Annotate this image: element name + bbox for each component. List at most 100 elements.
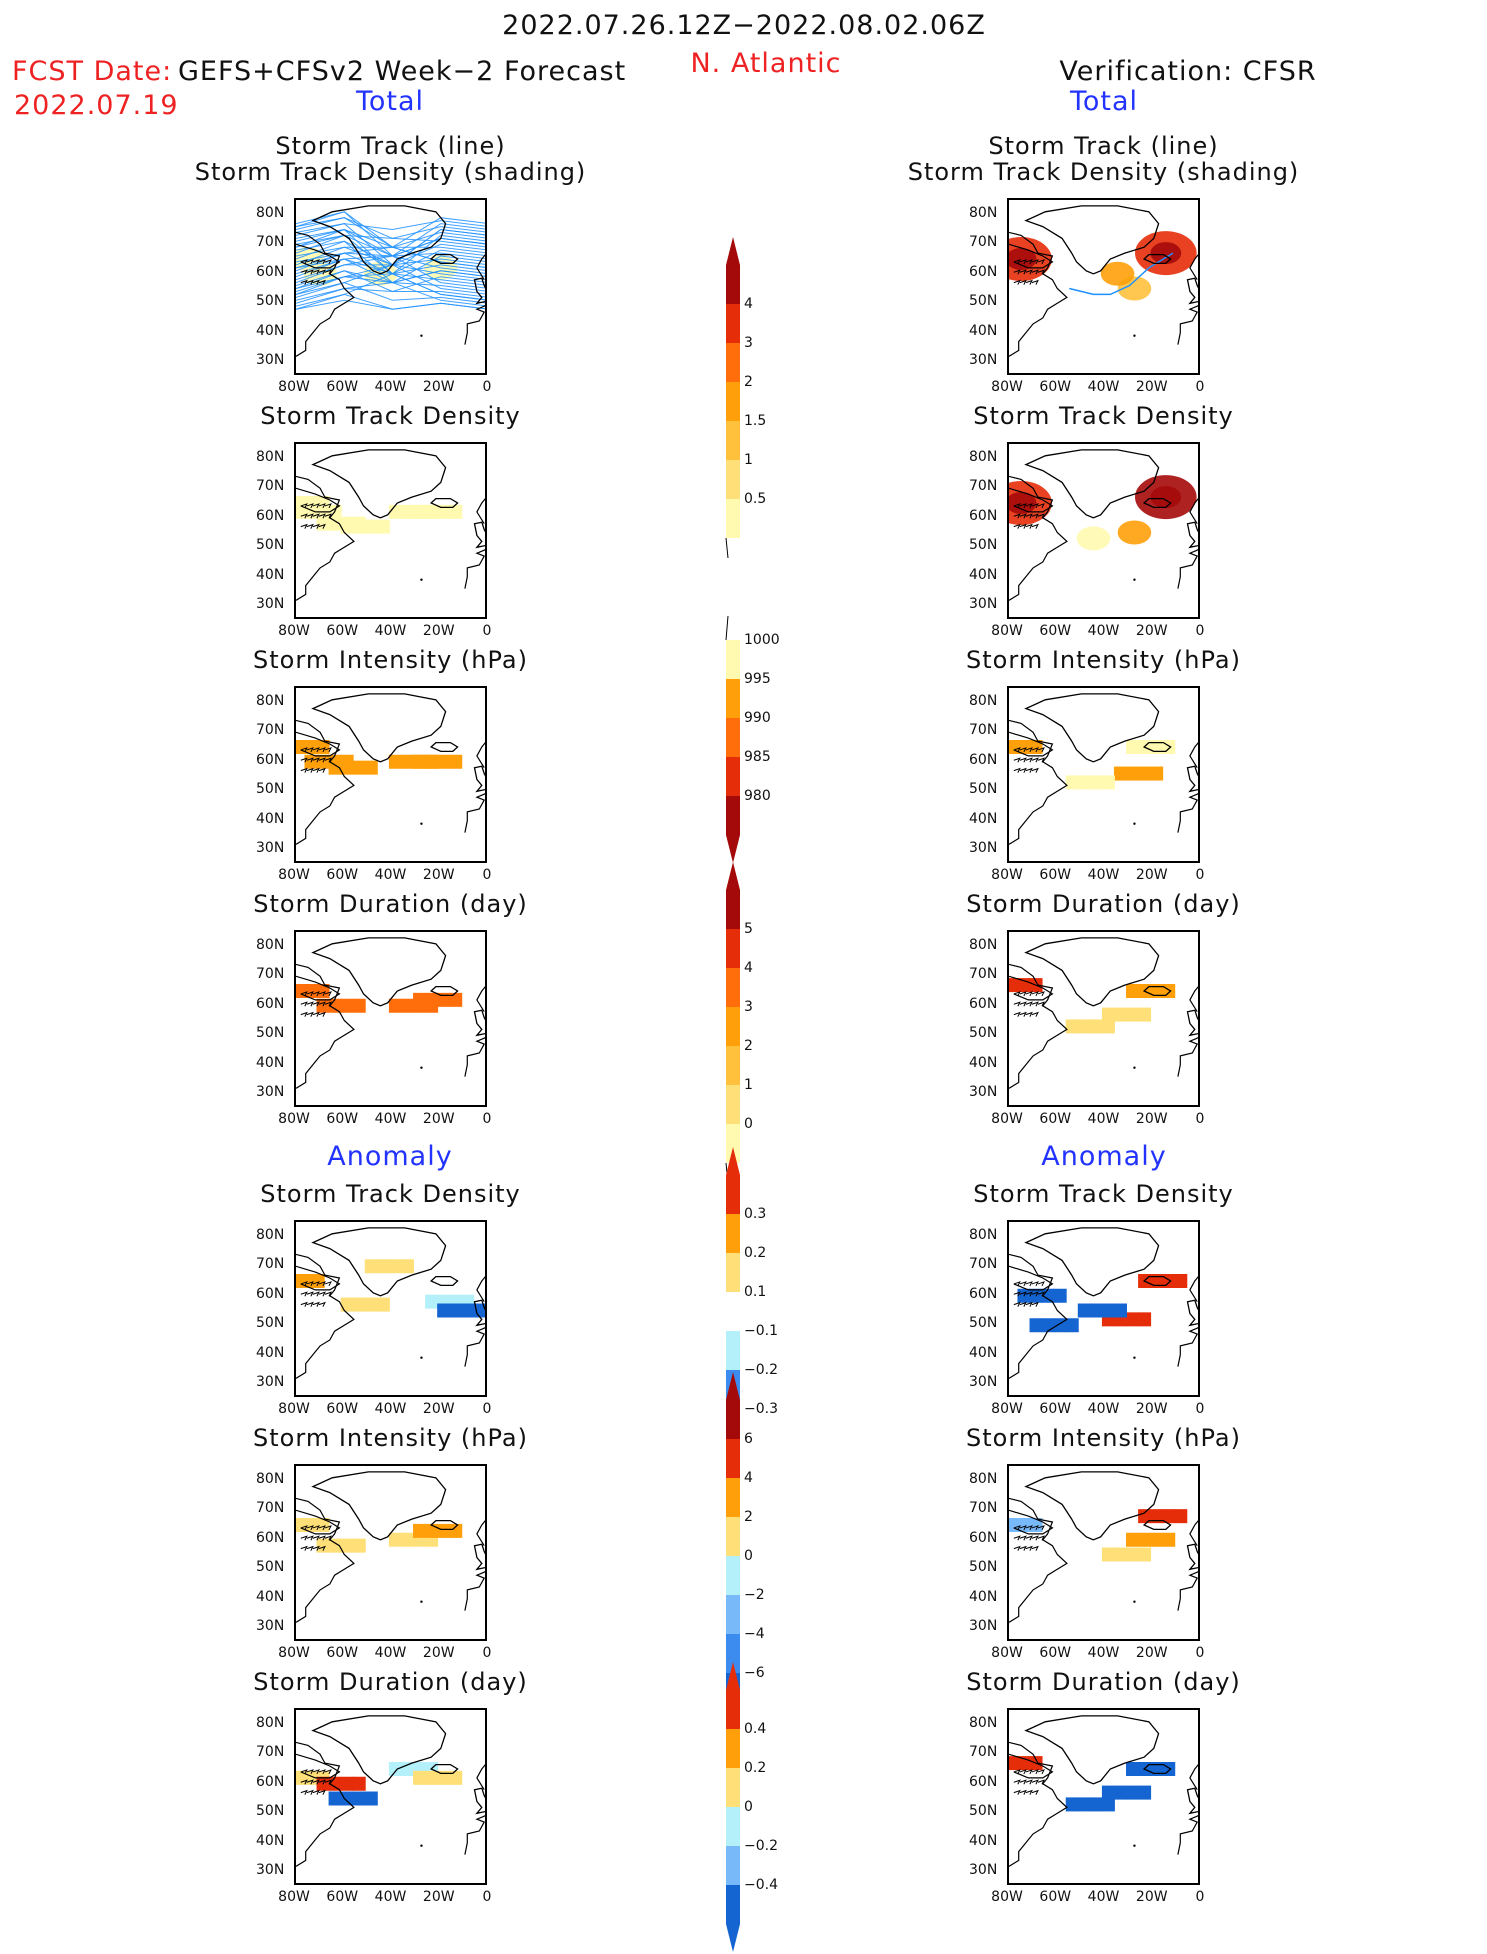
grid-cell [1113, 766, 1127, 781]
lat-tick-label: 80N [969, 936, 998, 953]
island-outline [306, 1769, 314, 1775]
island-outline [1013, 747, 1021, 753]
island-outline [306, 757, 314, 763]
grid-cell [437, 1523, 451, 1538]
island-outline [1019, 767, 1027, 773]
azores-dot [1133, 578, 1136, 581]
lat-tick-label: 30N [256, 840, 285, 857]
colorbar-segment [726, 1331, 740, 1370]
map-svg [1009, 1471, 1198, 1623]
iceland-coast [429, 497, 459, 509]
lat-tick-label: 60N [256, 1529, 285, 1546]
island-outline [1037, 259, 1045, 265]
island-outline [300, 747, 308, 753]
island-outline [1025, 279, 1033, 285]
lon-tick-label: 20W [422, 1401, 455, 1417]
grid-cell [1089, 775, 1103, 790]
lon-tick-label: 60W [326, 623, 359, 639]
lon-tick-label: 0 [482, 867, 492, 883]
lat-tick-label: 70N [969, 1500, 998, 1517]
panel-title: Storm Intensity (hPa) [253, 646, 528, 674]
colorbar-segment [726, 640, 740, 679]
grid-cell [1101, 1303, 1115, 1318]
colorbar-label: 0.2 [744, 1245, 767, 1261]
island-outline [1031, 991, 1039, 997]
grid-cell [1138, 1312, 1152, 1327]
lon-tick-label: 40W [1087, 1645, 1120, 1661]
island-outline [1037, 1535, 1045, 1541]
uk-coast [1186, 1009, 1198, 1037]
map-panel [1007, 198, 1200, 375]
azores-dot [1133, 1600, 1136, 1603]
azores-dot [420, 334, 423, 337]
lon-tick-label: 0 [482, 623, 492, 639]
colorbar-segment [726, 929, 740, 968]
island-outline [1013, 269, 1021, 275]
colorbar-label: 2 [744, 1509, 753, 1525]
colorbar-segment [726, 890, 740, 929]
colorbar-label: −4 [744, 1626, 765, 1642]
map-svg [296, 449, 485, 601]
map-panel [294, 1464, 487, 1641]
lat-tick-label: 30N [256, 1862, 285, 1879]
lon-tick-label: 20W [1135, 1401, 1168, 1417]
norway-coast [476, 1764, 485, 1791]
map-svg [296, 1227, 485, 1379]
map-svg [1009, 1227, 1198, 1379]
island-outline [1037, 513, 1045, 519]
density-core [1150, 242, 1182, 265]
island-outline [300, 1301, 308, 1307]
north-america-coast [296, 475, 355, 601]
colorbar-label: 0 [744, 1548, 753, 1564]
density-blob [1100, 261, 1135, 286]
island-outline [312, 1535, 320, 1541]
lat-tick-label: 70N [256, 1744, 285, 1761]
lat-tick-label: 40N [969, 566, 998, 583]
grid-cell [1009, 1756, 1019, 1771]
grid-cell [400, 998, 414, 1013]
island-outline [324, 259, 332, 265]
island-outline [1019, 1281, 1027, 1287]
greenland-coast [1024, 1715, 1160, 1785]
island-outline [1031, 269, 1039, 275]
uk-coast [473, 1299, 485, 1327]
fcst-date-label: FCST Date: [12, 56, 173, 87]
island-outline [1025, 503, 1033, 509]
island-outline [318, 279, 326, 285]
lat-tick-label: 80N [969, 204, 998, 221]
lat-tick-label: 40N [969, 322, 998, 339]
grid-cell [1077, 775, 1091, 790]
island-outline [306, 991, 314, 997]
right-anomaly-label: Anomaly [1041, 1141, 1167, 1172]
map-panel [1007, 1708, 1200, 1885]
colorbar-label: −0.4 [744, 1877, 778, 1893]
island-outline [306, 1779, 314, 1785]
colorbar-segment [726, 718, 740, 757]
north-america-coast [1009, 1741, 1068, 1867]
greenland-coast [1024, 449, 1160, 519]
island-outline [1019, 757, 1027, 763]
grid-cell [340, 1791, 354, 1806]
lon-tick-label: 40W [374, 1111, 407, 1127]
map-svg [296, 937, 485, 1089]
grid-cell [364, 1297, 378, 1312]
colorbar-arrow-top [726, 1372, 740, 1400]
storm-track-line [1069, 252, 1174, 296]
colorbar-segment [726, 1846, 740, 1885]
grid-cell [437, 754, 451, 769]
north-america-coast [296, 1253, 355, 1379]
density-colorbar [725, 237, 740, 559]
lat-tick-label: 80N [256, 1714, 285, 1731]
island-outline [1025, 1789, 1033, 1795]
norway-coast [1189, 254, 1198, 281]
fcst-model-label: GEFS+CFSv2 Week−2 Forecast [178, 56, 627, 87]
colorbar-segment [726, 1768, 740, 1807]
colorbar-segment [726, 1214, 740, 1253]
island-outline [312, 1525, 320, 1531]
grid-cell [1126, 1007, 1140, 1022]
colorbar-label: −0.3 [744, 1401, 778, 1417]
azores-dot [1133, 822, 1136, 825]
island-outline [1013, 1525, 1021, 1531]
island-outline [1037, 1001, 1045, 1007]
grid-cell [437, 504, 451, 519]
